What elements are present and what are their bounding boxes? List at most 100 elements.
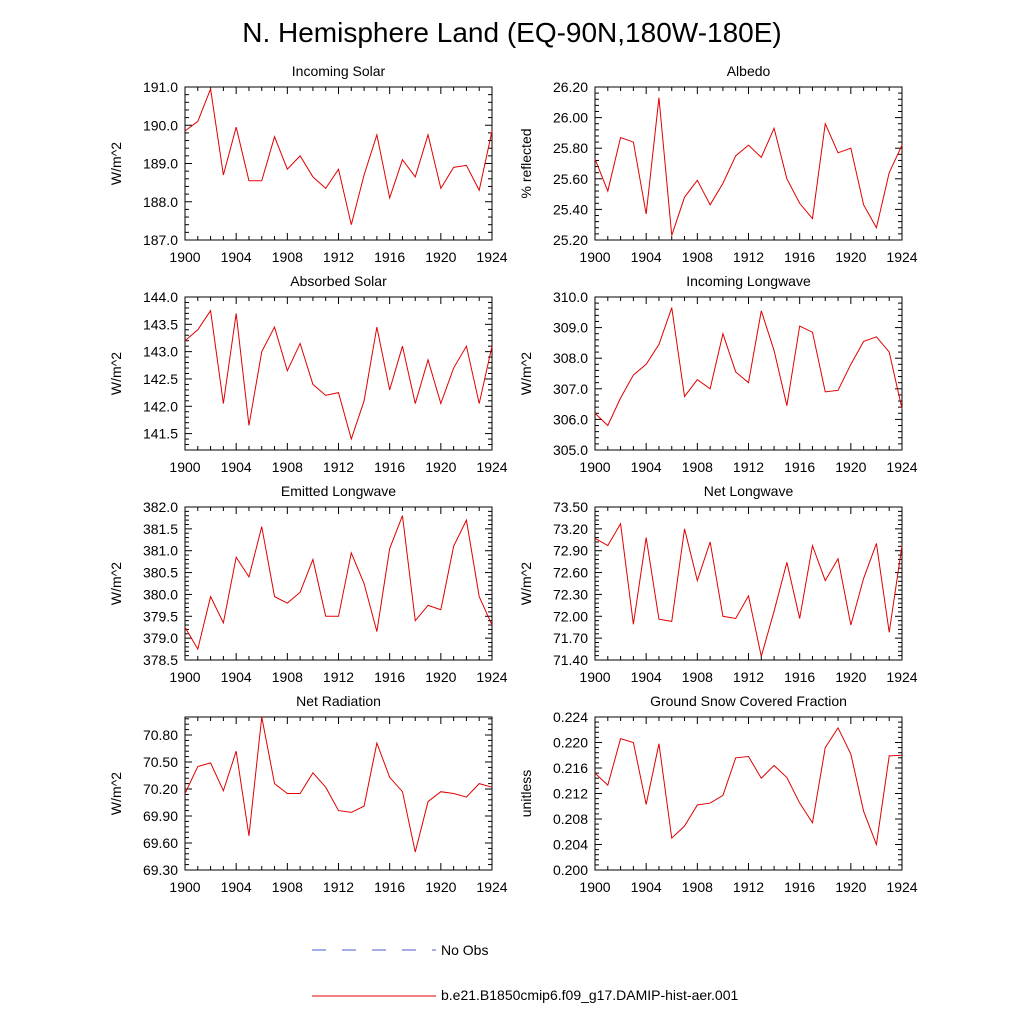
incoming-solar-xtick-label: 1900 (169, 249, 200, 265)
incoming-solar-ytick-label: 189.0 (143, 156, 178, 172)
net-longwave-frame (594, 506, 903, 661)
net-radiation-xtick-label: 1904 (221, 879, 252, 895)
net-radiation-ytick-label: 69.90 (143, 808, 178, 824)
emitted-longwave-xtick-label: 1900 (169, 669, 200, 685)
incoming-solar-xtick-label: 1924 (476, 249, 507, 265)
emitted-longwave-xtick-label: 1920 (425, 669, 456, 685)
net-longwave-ytick-label: 73.50 (553, 499, 588, 515)
net-radiation-ytick-label: 69.30 (143, 862, 178, 878)
absorbed-solar-xtick-label: 1904 (221, 459, 252, 475)
emitted-longwave-title: Emitted Longwave (281, 483, 396, 499)
incoming-longwave-xtick-label: 1920 (835, 459, 866, 475)
absorbed-solar-ytick-label: 141.5 (143, 426, 178, 442)
albedo-xtick-label: 1916 (784, 249, 815, 265)
chart-panel-absorbed-solar: Absorbed Solar W/m^2 1900 1904 1908 1912 1916 1… (108, 273, 508, 475)
chart-panel-ground-snow-covered-fraction: Ground Snow Covered Fraction unitless 1900… (518, 693, 918, 895)
ground-snow-covered-fraction-ytick-label: 0.212 (553, 786, 588, 802)
albedo-title: Albedo (727, 63, 771, 79)
figure-title: N. Hemisphere Land (EQ-90N,180W-180E) (242, 17, 782, 48)
incoming-solar-series-line (184, 86, 493, 225)
incoming-solar-xtick-label: 1908 (272, 249, 303, 265)
chart-panel-albedo: Albedo % reflected 1900 1904 1908 1912 1916 192… (518, 63, 918, 265)
absorbed-solar-series-line (184, 309, 493, 441)
net-longwave-xtick-label: 1904 (631, 669, 662, 685)
incoming-longwave-ytick-label: 308.0 (553, 350, 588, 366)
legend: No Obs b.e21.B1850cmip6.f09_g17.DAMIP-hi… (312, 942, 739, 1003)
emitted-longwave-ytick-label: 378.5 (143, 652, 178, 668)
net-longwave-xtick-label: 1920 (835, 669, 866, 685)
ground-snow-covered-fraction-xtick-label: 1908 (682, 879, 713, 895)
net-longwave-ytick-label: 71.70 (553, 630, 588, 646)
absorbed-solar-xtick-label: 1912 (323, 459, 354, 475)
legend-obs-label: No Obs (441, 942, 488, 958)
net-longwave-xtick-label: 1916 (784, 669, 815, 685)
incoming-solar-ytick-label: 190.0 (143, 117, 178, 133)
chart-panel-incoming-longwave: Incoming Longwave W/m^2 1900 1904 1908 1912 19… (518, 273, 918, 475)
net-longwave-ytick-label: 73.20 (553, 521, 588, 537)
net-longwave-ytick-label: 71.40 (553, 652, 588, 668)
incoming-longwave-xtick-label: 1908 (682, 459, 713, 475)
incoming-solar-ytick-label: 187.0 (143, 232, 178, 248)
net-radiation-ytick-label: 70.80 (143, 727, 178, 743)
albedo-xtick-label: 1920 (835, 249, 866, 265)
incoming-longwave-xtick-label: 1916 (784, 459, 815, 475)
absorbed-solar-xtick-label: 1924 (476, 459, 507, 475)
albedo-ytick-label: 25.80 (553, 140, 588, 156)
incoming-solar-frame (184, 86, 493, 241)
net-radiation-ytick-label: 70.50 (143, 754, 178, 770)
net-radiation-title: Net Radiation (296, 693, 381, 709)
ground-snow-covered-fraction-ylabel: unitless (518, 770, 534, 817)
incoming-longwave-title: Incoming Longwave (686, 273, 811, 289)
albedo-xtick-label: 1924 (886, 249, 917, 265)
emitted-longwave-ytick-label: 380.0 (143, 586, 178, 602)
incoming-longwave-ylabel: W/m^2 (518, 352, 534, 395)
incoming-solar-ytick-label: 188.0 (143, 194, 178, 210)
net-radiation-xtick-label: 1916 (374, 879, 405, 895)
net-longwave-xtick-label: 1924 (886, 669, 917, 685)
emitted-longwave-ytick-label: 382.0 (143, 499, 178, 515)
incoming-longwave-ytick-label: 307.0 (553, 381, 588, 397)
incoming-longwave-series-line (594, 307, 903, 427)
net-radiation-ytick-label: 69.60 (143, 835, 178, 851)
chart-panel-net-longwave: Net Longwave W/m^2 1900 1904 1908 1912 1916 192… (518, 483, 918, 685)
ground-snow-covered-fraction-ytick-label: 0.204 (553, 837, 588, 853)
absorbed-solar-ytick-label: 144.0 (143, 289, 178, 305)
absorbed-solar-ytick-label: 142.5 (143, 371, 178, 387)
net-longwave-ytick-label: 72.60 (553, 565, 588, 581)
ground-snow-covered-fraction-frame (594, 716, 903, 871)
chart-panel-emitted-longwave: Emitted Longwave W/m^2 1900 1904 1908 1912 191… (108, 483, 508, 685)
net-radiation-xtick-label: 1920 (425, 879, 456, 895)
albedo-ytick-label: 25.60 (553, 171, 588, 187)
chart-panels: Incoming Solar W/m^2 1900 1904 1908 1912 1916 1… (108, 63, 918, 895)
net-radiation-series-line (184, 716, 493, 853)
incoming-solar-title: Incoming Solar (292, 63, 386, 79)
emitted-longwave-ytick-label: 381.0 (143, 543, 178, 559)
albedo-ytick-label: 25.20 (553, 232, 588, 248)
net-longwave-ylabel: W/m^2 (518, 562, 534, 605)
incoming-solar-xtick-label: 1904 (221, 249, 252, 265)
emitted-longwave-ytick-label: 381.5 (143, 521, 178, 537)
absorbed-solar-xtick-label: 1916 (374, 459, 405, 475)
incoming-longwave-ytick-label: 306.0 (553, 411, 588, 427)
absorbed-solar-ylabel: W/m^2 (108, 352, 124, 395)
albedo-series-line (594, 97, 903, 236)
absorbed-solar-xtick-label: 1920 (425, 459, 456, 475)
chart-panel-net-radiation: Net Radiation W/m^2 1900 1904 1908 1912 1916 19… (108, 693, 508, 895)
ground-snow-covered-fraction-xtick-label: 1912 (733, 879, 764, 895)
net-radiation-xtick-label: 1912 (323, 879, 354, 895)
net-radiation-frame (184, 716, 493, 871)
incoming-longwave-xtick-label: 1912 (733, 459, 764, 475)
incoming-longwave-xtick-label: 1924 (886, 459, 917, 475)
albedo-xtick-label: 1904 (631, 249, 662, 265)
emitted-longwave-ytick-label: 379.5 (143, 608, 178, 624)
absorbed-solar-xtick-label: 1908 (272, 459, 303, 475)
incoming-longwave-xtick-label: 1904 (631, 459, 662, 475)
ground-snow-covered-fraction-series-line (594, 726, 903, 847)
albedo-xtick-label: 1908 (682, 249, 713, 265)
albedo-ylabel: % reflected (518, 128, 534, 198)
albedo-ytick-label: 26.00 (553, 110, 588, 126)
incoming-solar-xtick-label: 1920 (425, 249, 456, 265)
ground-snow-covered-fraction-ytick-label: 0.216 (553, 760, 588, 776)
absorbed-solar-frame (184, 296, 493, 451)
